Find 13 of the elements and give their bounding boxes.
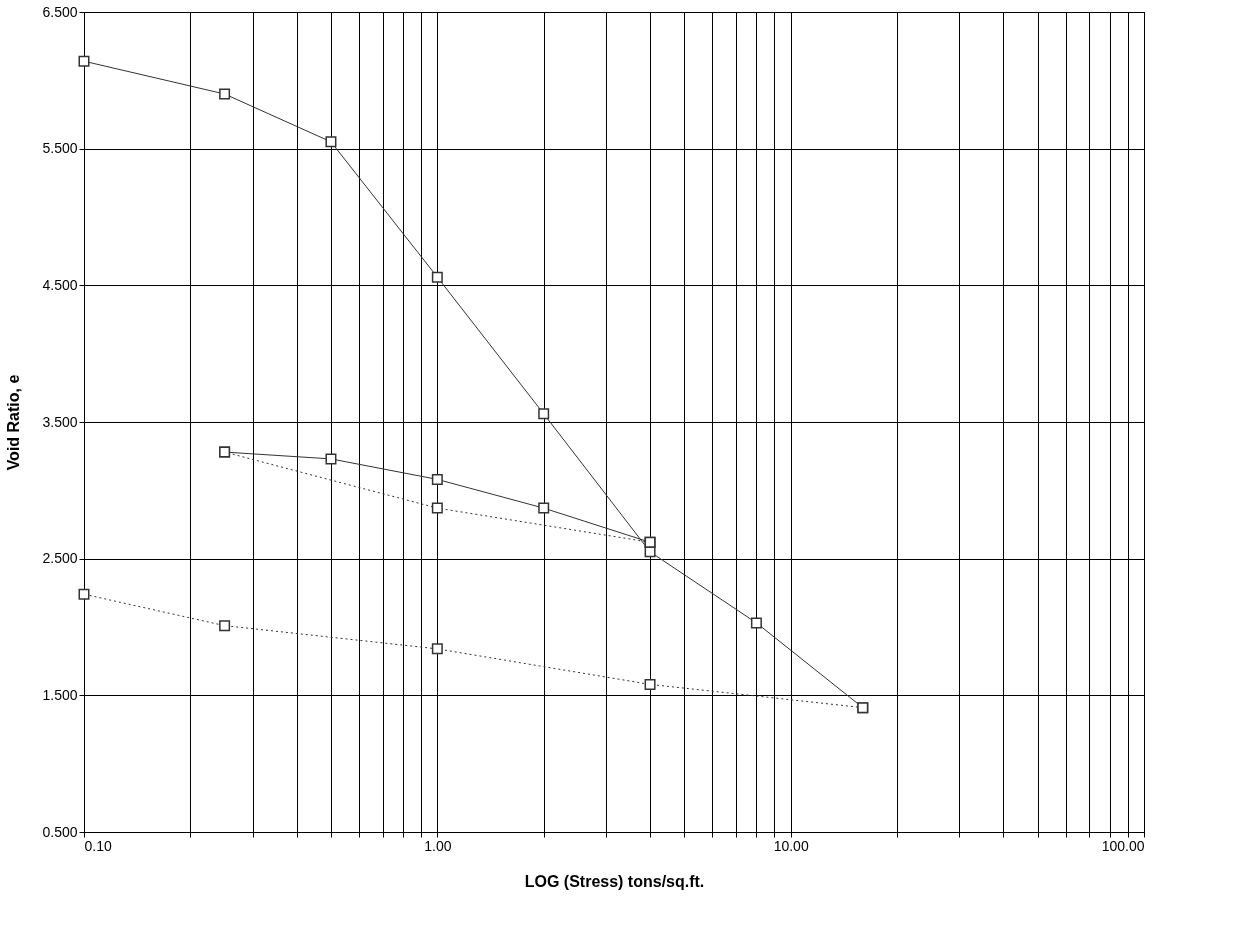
x-tick-label: 0.10 — [84, 837, 112, 854]
y-tick-label: 6.500 — [42, 3, 78, 20]
x-tick-label: 10.00 — [773, 837, 809, 854]
y-tick-label: 0.500 — [42, 823, 78, 840]
y-tick-label: 4.500 — [42, 276, 78, 293]
y-tick-label: 3.500 — [42, 413, 78, 430]
y-tick-label: 5.500 — [42, 140, 78, 157]
x-axis-title: LOG (Stress) tons/sq.ft. — [524, 872, 705, 890]
x-tick-label: 1.00 — [424, 837, 452, 854]
x-tick-label: 100.00 — [1101, 837, 1145, 854]
y-axis-title: Void Ratio, e — [5, 374, 23, 471]
y-tick-label: 1.500 — [42, 686, 78, 703]
y-tick-label: 2.500 — [42, 550, 78, 567]
